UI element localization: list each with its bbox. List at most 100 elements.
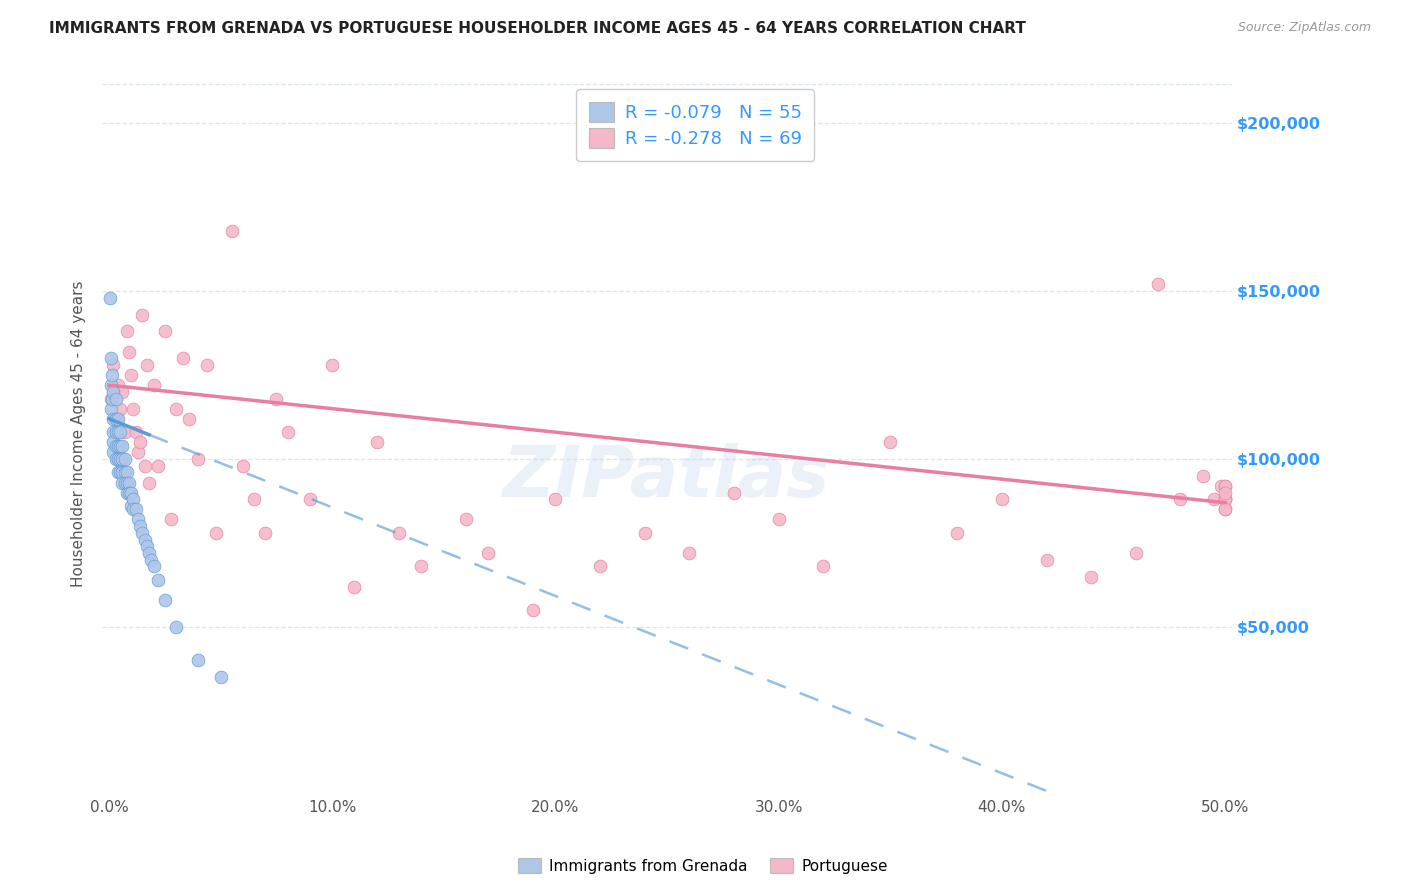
Point — [544, 492, 567, 507]
Point — [98, 291, 121, 305]
Point — [100, 392, 122, 406]
Point — [100, 401, 122, 416]
Point — [129, 435, 152, 450]
Point — [103, 445, 125, 459]
Point — [232, 458, 254, 473]
Point — [879, 435, 901, 450]
Point — [1213, 492, 1236, 507]
Point — [522, 603, 544, 617]
Point — [179, 411, 201, 425]
Point — [107, 425, 129, 439]
Point — [266, 392, 288, 406]
Point — [127, 445, 149, 459]
Point — [129, 519, 152, 533]
Point — [187, 653, 209, 667]
Point — [1213, 492, 1236, 507]
Point — [1213, 479, 1236, 493]
Point — [187, 452, 209, 467]
Point — [1213, 492, 1236, 507]
Point — [723, 485, 745, 500]
Point — [104, 452, 127, 467]
Point — [100, 378, 122, 392]
Point — [142, 378, 165, 392]
Point — [138, 546, 160, 560]
Point — [115, 475, 138, 490]
Y-axis label: Householder Income Ages 45 - 64 years: Householder Income Ages 45 - 64 years — [72, 281, 86, 587]
Point — [1191, 468, 1213, 483]
Point — [165, 620, 187, 634]
Point — [111, 439, 134, 453]
Legend: Immigrants from Grenada, Portuguese: Immigrants from Grenada, Portuguese — [512, 852, 894, 880]
Point — [108, 452, 131, 467]
Point — [146, 458, 169, 473]
Point — [103, 435, 125, 450]
Point — [165, 401, 187, 416]
Point — [135, 358, 157, 372]
Text: IMMIGRANTS FROM GRENADA VS PORTUGUESE HOUSEHOLDER INCOME AGES 45 - 64 YEARS CORR: IMMIGRANTS FROM GRENADA VS PORTUGUESE HO… — [49, 21, 1026, 36]
Point — [146, 573, 169, 587]
Legend: R = -0.079   N = 55, R = -0.278   N = 69: R = -0.079 N = 55, R = -0.278 N = 69 — [576, 89, 814, 161]
Point — [103, 358, 125, 372]
Point — [131, 308, 153, 322]
Point — [589, 559, 612, 574]
Point — [111, 466, 134, 480]
Point — [108, 466, 131, 480]
Point — [103, 425, 125, 439]
Point — [1213, 502, 1236, 516]
Point — [209, 670, 232, 684]
Point — [153, 593, 176, 607]
Point — [111, 384, 134, 399]
Point — [135, 539, 157, 553]
Point — [107, 466, 129, 480]
Point — [1170, 492, 1192, 507]
Point — [813, 559, 835, 574]
Point — [1202, 492, 1225, 507]
Point — [125, 502, 148, 516]
Point — [115, 466, 138, 480]
Text: ZIPatlas: ZIPatlas — [503, 442, 831, 512]
Point — [131, 525, 153, 540]
Point — [101, 368, 124, 383]
Point — [115, 485, 138, 500]
Point — [107, 378, 129, 392]
Point — [477, 546, 499, 560]
Point — [366, 435, 388, 450]
Point — [127, 512, 149, 526]
Point — [411, 559, 433, 574]
Point — [138, 475, 160, 490]
Point — [243, 492, 266, 507]
Point — [118, 485, 141, 500]
Point — [108, 401, 131, 416]
Point — [153, 325, 176, 339]
Point — [221, 224, 243, 238]
Point — [678, 546, 700, 560]
Point — [298, 492, 321, 507]
Point — [107, 439, 129, 453]
Point — [1035, 552, 1057, 566]
Point — [134, 533, 156, 547]
Point — [114, 475, 136, 490]
Point — [104, 392, 127, 406]
Point — [1125, 546, 1147, 560]
Point — [991, 492, 1014, 507]
Point — [172, 351, 194, 366]
Point — [343, 580, 366, 594]
Point — [103, 384, 125, 399]
Point — [104, 411, 127, 425]
Point — [142, 559, 165, 574]
Point — [122, 492, 145, 507]
Point — [100, 351, 122, 366]
Point — [1213, 479, 1236, 493]
Point — [1147, 277, 1170, 292]
Point — [205, 525, 228, 540]
Point — [107, 452, 129, 467]
Point — [1213, 485, 1236, 500]
Point — [118, 344, 141, 359]
Point — [141, 552, 163, 566]
Point — [107, 411, 129, 425]
Point — [122, 502, 145, 516]
Point — [254, 525, 277, 540]
Point — [115, 325, 138, 339]
Point — [103, 411, 125, 425]
Point — [114, 425, 136, 439]
